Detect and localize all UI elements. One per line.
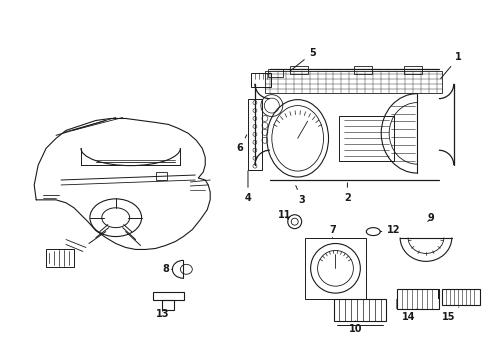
Text: 2: 2 (344, 183, 350, 203)
Text: 15: 15 (441, 307, 458, 322)
Text: 10: 10 (348, 321, 362, 334)
Bar (441, 289, 479, 305)
Text: 11: 11 (278, 210, 291, 220)
Bar (334, 299, 386, 321)
Text: 8: 8 (162, 264, 172, 274)
Text: 7: 7 (328, 225, 335, 238)
Text: 3: 3 (295, 185, 305, 205)
Bar (267, 69, 282, 77)
Bar (250, 73, 270, 87)
Bar (247, 99, 262, 170)
Bar (304, 238, 366, 299)
Bar (339, 116, 393, 161)
Bar (46, 249, 74, 267)
Text: 6: 6 (236, 135, 246, 153)
Bar (152, 292, 184, 300)
Text: 5: 5 (289, 48, 315, 71)
Bar (155, 172, 167, 180)
Bar (289, 66, 307, 74)
Text: 13: 13 (155, 309, 169, 319)
Text: 9: 9 (427, 213, 433, 223)
Bar (403, 66, 421, 74)
Bar (264, 71, 441, 93)
Text: 1: 1 (440, 52, 461, 78)
Bar (354, 66, 371, 74)
Bar (396, 289, 438, 309)
Text: 4: 4 (244, 171, 251, 203)
Bar (162, 300, 174, 310)
Text: 12: 12 (380, 225, 400, 235)
Text: 14: 14 (402, 309, 416, 322)
